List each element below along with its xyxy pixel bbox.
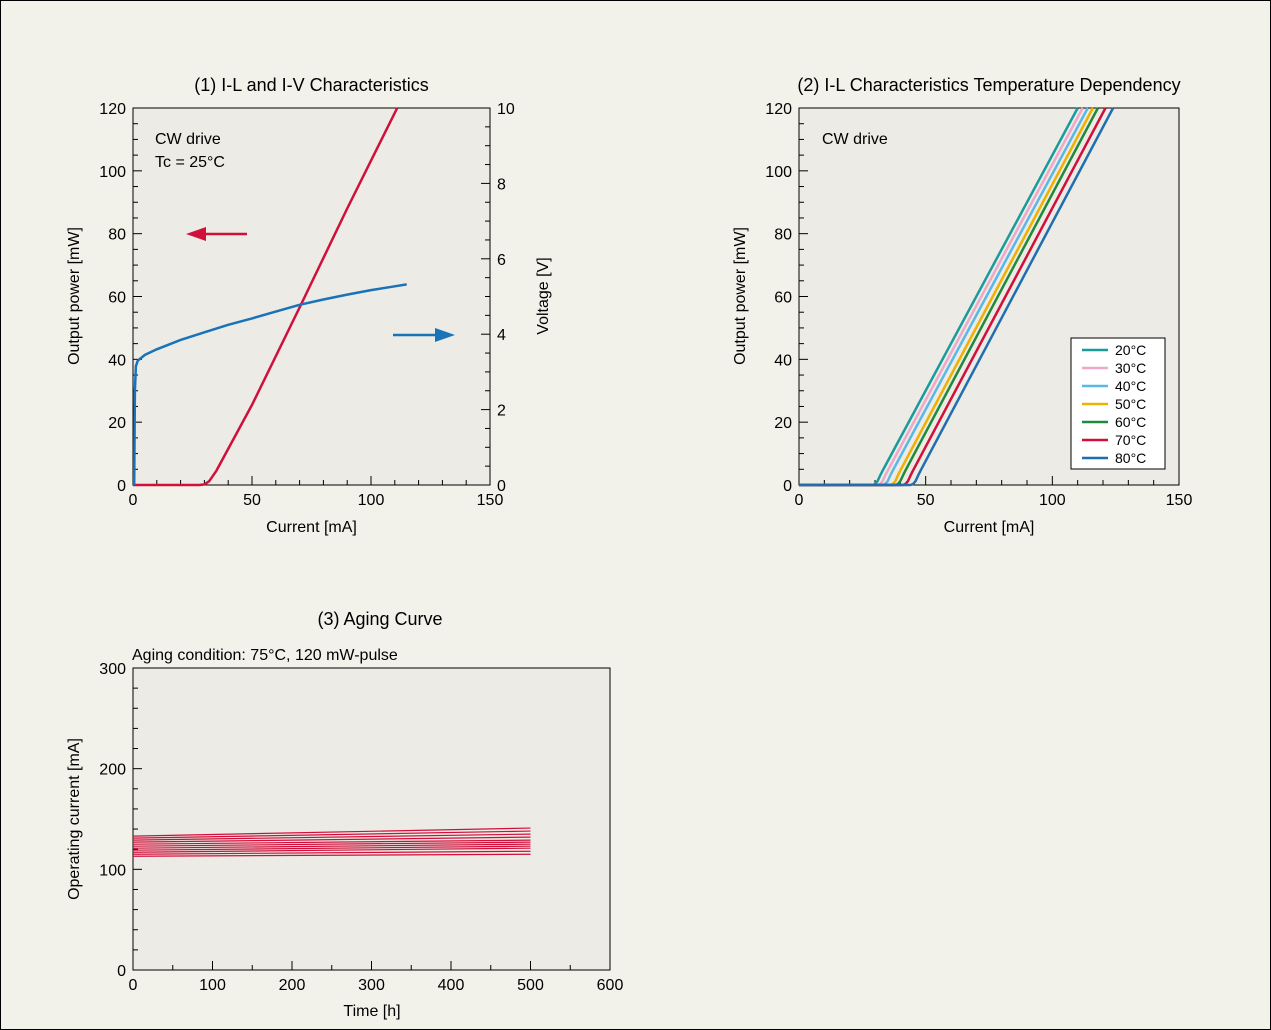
annotation-drive-2: CW drive xyxy=(822,131,888,148)
x-tick-label: 150 xyxy=(477,492,504,509)
annotation-drive: CW drive xyxy=(155,131,221,148)
y-tick-label-2: 80 xyxy=(774,227,792,244)
y-tick-label: 20 xyxy=(108,415,126,432)
aging-curve xyxy=(132,853,531,857)
right-arrow-head xyxy=(435,328,455,342)
y-right-tick-label: 6 xyxy=(497,252,506,269)
chart-title-3: (3) Aging Curve xyxy=(317,609,442,629)
x-tick-label: 50 xyxy=(243,492,261,509)
aging-curve xyxy=(132,833,531,841)
x-tick-label-3: 600 xyxy=(597,977,624,994)
power-curve xyxy=(133,107,399,487)
y-tick-label: 40 xyxy=(108,352,126,369)
y-tick-label-3: 0 xyxy=(117,963,126,980)
x-tick-label-2: 150 xyxy=(1166,492,1193,509)
y-tick-label: 100 xyxy=(99,164,126,181)
aging-curve xyxy=(132,841,531,847)
x-axis-label-2: Current [mA] xyxy=(944,519,1035,536)
x-tick-label-2: 100 xyxy=(1039,492,1066,509)
chart-title: (1) I-L and I-V Characteristics xyxy=(194,75,428,95)
annotation-temperature: Tc = 25°C xyxy=(155,154,225,171)
y-axis-label-right: Voltage [V] xyxy=(535,257,552,334)
y-tick-label-2: 20 xyxy=(774,415,792,432)
y-tick-label-3: 300 xyxy=(99,661,126,678)
x-tick-label-2: 50 xyxy=(917,492,935,509)
y-tick-label-3: 200 xyxy=(99,762,126,779)
legend-label: 40°C xyxy=(1115,378,1146,394)
plot-area-3 xyxy=(132,667,611,971)
aging-curve xyxy=(132,827,531,837)
aging-curve xyxy=(132,845,531,851)
legend-label: 80°C xyxy=(1115,450,1146,466)
x-tick-label-2: 0 xyxy=(795,492,804,509)
legend-label: 30°C xyxy=(1115,360,1146,376)
x-tick-label: 0 xyxy=(129,492,138,509)
y-right-tick-label: 8 xyxy=(497,176,506,193)
x-tick-label: 100 xyxy=(358,492,385,509)
y-tick-label: 0 xyxy=(117,478,126,495)
legend-label: 60°C xyxy=(1115,414,1146,430)
x-tick-label-3: 0 xyxy=(129,977,138,994)
y-tick-label-2: 120 xyxy=(765,101,792,118)
legend-label: 50°C xyxy=(1115,396,1146,412)
y-axis-label-2: Output power [mW] xyxy=(732,227,749,365)
plot-area xyxy=(132,107,491,486)
legend-label: 20°C xyxy=(1115,342,1146,358)
chart-title-2: (2) I-L Characteristics Temperature Depe… xyxy=(797,75,1180,95)
y-tick-label-2: 0 xyxy=(783,478,792,495)
temperature-curve xyxy=(799,107,1115,487)
y-tick-label: 80 xyxy=(108,227,126,244)
y-axis-label-3: Operating current [mA] xyxy=(66,738,83,900)
aging-curve xyxy=(132,843,531,849)
left-arrow-head xyxy=(186,227,206,241)
aging-curve xyxy=(132,836,531,843)
aging-curve xyxy=(132,830,531,839)
voltage-curve xyxy=(132,283,407,486)
y-right-tick-label: 4 xyxy=(497,327,506,344)
aging-curve xyxy=(132,839,531,845)
x-tick-label-3: 100 xyxy=(199,977,226,994)
y-right-tick-label: 2 xyxy=(497,403,506,420)
aging-curve xyxy=(132,847,531,853)
y-tick-label-2: 40 xyxy=(774,352,792,369)
y-axis-label: Output power [mW] xyxy=(66,227,83,365)
aging-curve xyxy=(132,850,531,855)
x-tick-label-3: 200 xyxy=(279,977,306,994)
x-tick-label-3: 500 xyxy=(517,977,544,994)
legend-label: 70°C xyxy=(1115,432,1146,448)
y-tick-label-3: 100 xyxy=(99,862,126,879)
x-tick-label-3: 300 xyxy=(358,977,385,994)
x-axis-label-3: Time [h] xyxy=(343,1003,400,1020)
y-right-tick-label: 10 xyxy=(497,101,515,118)
y-tick-label: 60 xyxy=(108,290,126,307)
aging-condition-label: Aging condition: 75°C, 120 mW-pulse xyxy=(132,647,398,664)
y-tick-label-2: 100 xyxy=(765,164,792,181)
x-axis-label: Current [mA] xyxy=(266,519,357,536)
x-tick-label-3: 400 xyxy=(438,977,465,994)
y-tick-label-2: 60 xyxy=(774,290,792,307)
y-right-tick-label: 0 xyxy=(497,478,506,495)
y-tick-label: 120 xyxy=(99,101,126,118)
